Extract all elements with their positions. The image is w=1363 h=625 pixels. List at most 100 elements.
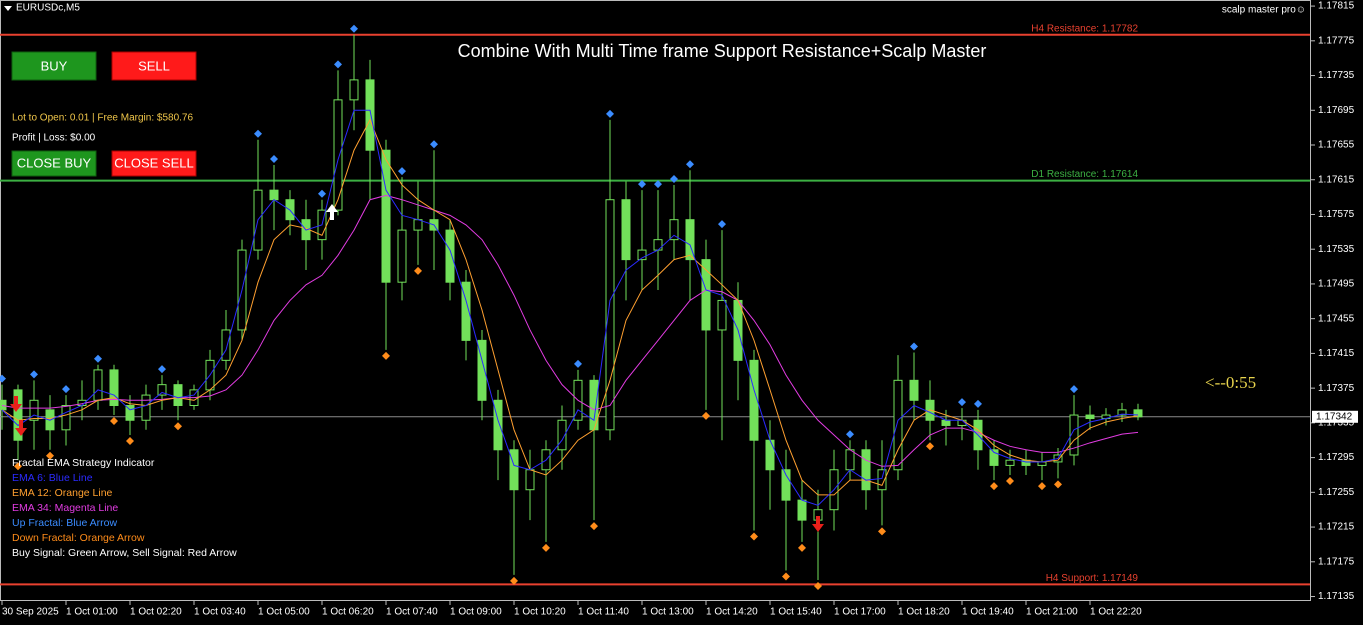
symbol: EURUSDc,M5 <box>16 3 80 14</box>
buy-arrow <box>326 204 338 220</box>
candle-body <box>173 384 183 406</box>
x-tick-label: 1 Oct 09:00 <box>450 607 502 618</box>
candle-body <box>557 419 567 451</box>
candle-body <box>1037 461 1047 466</box>
candle-body <box>1085 414 1095 420</box>
close-sell-button[interactable] <box>111 150 197 177</box>
up-fractal <box>910 342 918 351</box>
y-tick-label: 1.17375 <box>1318 383 1355 394</box>
buy-label[interactable]: BUY <box>41 58 68 73</box>
y-tick-label: 1.17255 <box>1318 487 1355 498</box>
y-tick-label: 1.17815 <box>1318 1 1355 12</box>
candle-body <box>765 439 775 471</box>
ema-line <box>1 118 1139 496</box>
legend-item: EMA 6: Blue Line <box>12 472 93 484</box>
x-tick-label: 1 Oct 06:20 <box>322 607 374 618</box>
x-tick-label: 1 Oct 19:40 <box>962 607 1014 618</box>
y-tick-label: 1.17575 <box>1318 209 1355 220</box>
candle-body <box>525 469 535 491</box>
down-fractal <box>110 417 118 426</box>
buy-button[interactable] <box>11 51 97 81</box>
sell-button[interactable] <box>111 51 197 81</box>
x-tick-label: 1 Oct 11:40 <box>578 607 629 618</box>
sell-label[interactable]: SELL <box>138 58 170 73</box>
up-fractal <box>94 354 102 363</box>
sell-arrow <box>812 516 824 532</box>
candle-body <box>605 199 615 431</box>
down-fractal <box>510 576 518 585</box>
close-buy-button[interactable] <box>11 150 97 177</box>
y-tick-label: 1.17415 <box>1318 348 1355 359</box>
up-fractal <box>958 398 966 407</box>
x-tick-label: 1 Oct 22:20 <box>1090 607 1142 618</box>
down-fractal <box>414 266 422 275</box>
candle-body <box>1133 409 1143 418</box>
down-fractal <box>878 527 886 536</box>
plot-area: H4 Resistance: 1.17782 D1 Resistance: 1.1… <box>0 23 1310 591</box>
legend-item: EMA 12: Orange Line <box>12 487 113 499</box>
up-fractal <box>158 365 166 374</box>
bar-timer: <--0:55 <box>1205 373 1256 392</box>
x-tick-label: 1 Oct 14:20 <box>706 607 758 618</box>
down-fractal <box>14 462 22 471</box>
candle-body <box>717 299 727 331</box>
level-label: H4 Support: 1.17149 <box>1046 573 1139 584</box>
candle-body <box>221 329 231 361</box>
candle-body <box>445 229 455 283</box>
menu-arrow[interactable] <box>4 6 12 11</box>
x-tick-label: 1 Oct 10:20 <box>514 607 566 618</box>
x-tick-label: 1 Oct 05:00 <box>258 607 310 618</box>
y-tick-label: 1.17535 <box>1318 244 1355 255</box>
down-fractal <box>1054 480 1062 489</box>
y-tick-label: 1.17135 <box>1318 591 1355 602</box>
level-label: D1 Resistance: 1.17614 <box>1031 169 1138 180</box>
profit-info: Profit | Loss: $0.00 <box>12 133 96 144</box>
sell-arrow <box>10 396 22 412</box>
x-tick-label: 1 Oct 17:00 <box>834 607 886 618</box>
up-fractal <box>62 385 70 394</box>
candle-body <box>413 219 423 231</box>
candle-body <box>989 449 999 466</box>
down-fractal <box>782 572 790 581</box>
candle-body <box>909 379 919 401</box>
candle-body <box>701 259 711 331</box>
candle-body <box>637 249 647 261</box>
candle-body <box>157 384 167 396</box>
y-tick-label: 1.17655 <box>1318 140 1355 151</box>
up-fractal <box>398 167 406 176</box>
x-tick-label: 1 Oct 01:00 <box>66 607 118 618</box>
candle-body <box>493 399 503 451</box>
close-buy-label[interactable]: CLOSE BUY <box>17 155 92 170</box>
legend-item: Up Fractal: Blue Arrow <box>12 517 117 529</box>
up-fractal <box>574 359 582 368</box>
plot-frame <box>0 0 1311 601</box>
y-tick-label: 1.17495 <box>1318 279 1355 290</box>
ema-line <box>1 194 1139 467</box>
y-tick-label: 1.17215 <box>1318 522 1355 533</box>
x-tick-label: 1 Oct 07:40 <box>386 607 438 618</box>
down-fractal <box>814 582 822 591</box>
candle-body <box>61 404 71 431</box>
candle-body <box>509 449 519 491</box>
candle-body <box>749 359 759 441</box>
up-fractal <box>974 399 982 408</box>
down-fractal <box>798 543 806 552</box>
candle-body <box>621 199 631 261</box>
indicator-name: scalp master pro☺ <box>1222 5 1306 16</box>
up-fractal <box>846 430 854 439</box>
up-fractal <box>670 174 678 183</box>
candle-body <box>669 219 679 241</box>
up-fractal <box>1070 385 1078 394</box>
up-fractal <box>30 370 38 379</box>
up-fractal <box>318 189 326 198</box>
up-fractal <box>270 154 278 163</box>
legend-item: EMA 34: Magenta Line <box>12 502 118 514</box>
candle-body <box>1117 409 1127 416</box>
y-tick-label: 1.17455 <box>1318 313 1355 324</box>
close-sell-label[interactable]: CLOSE SELL <box>114 155 194 170</box>
up-fractal <box>350 24 358 33</box>
y-tick-label: 1.17735 <box>1318 70 1355 81</box>
candle-body <box>797 499 807 521</box>
up-fractal <box>718 220 726 229</box>
